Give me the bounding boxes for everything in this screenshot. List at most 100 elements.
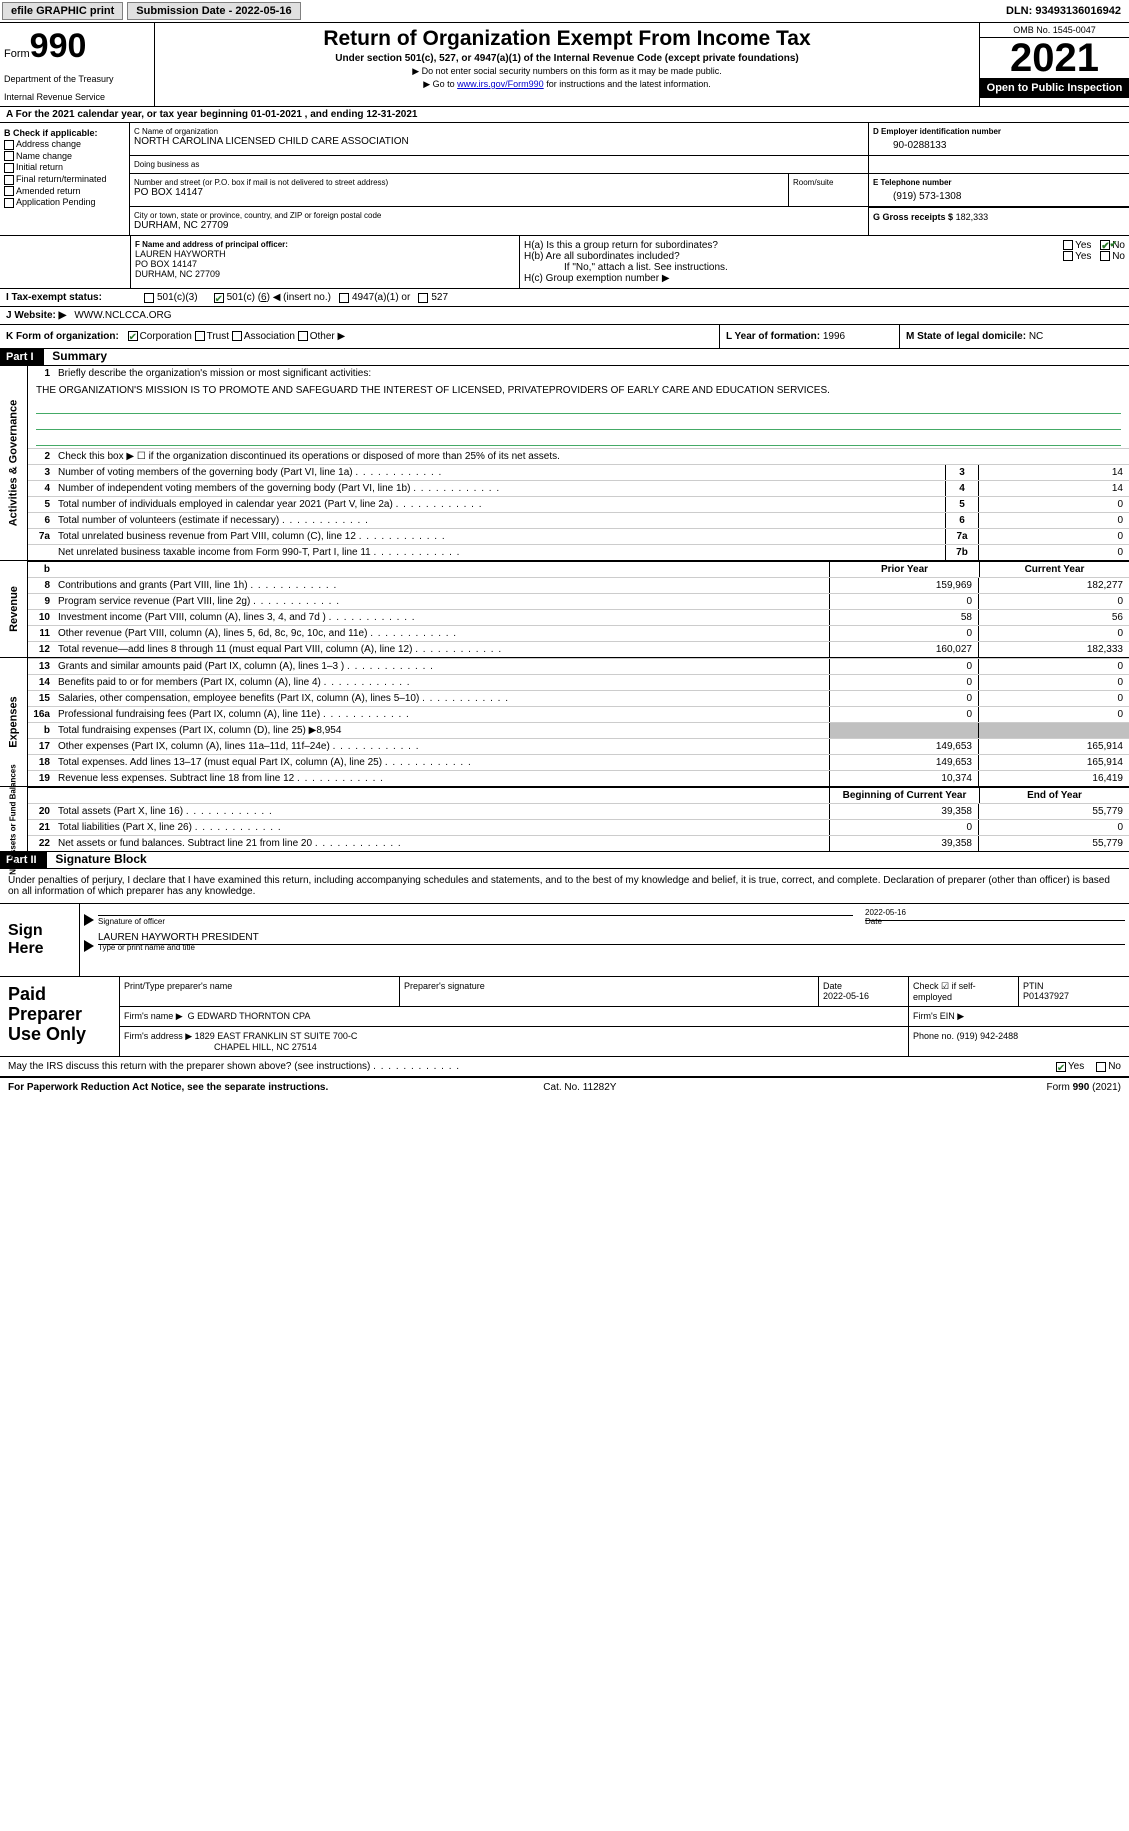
h-a-no[interactable]: ✔ [1100,240,1110,250]
website-value: WWW.NCLCCA.ORG [74,310,171,321]
opt-other: Other ▶ [310,331,345,342]
cb-final-return[interactable]: Final return/terminated [4,174,125,185]
cat-no: Cat. No. 11282Y [543,1082,616,1093]
cb-501c3[interactable] [144,293,154,303]
cb-assoc[interactable] [232,331,242,341]
summary-line: 21Total liabilities (Part X, line 26) 00 [28,819,1129,835]
paid-preparer-row: Paid Preparer Use Only Print/Type prepar… [0,977,1129,1057]
part-ii-title: Signature Block [55,852,146,866]
summary-line: 4Number of independent voting members of… [28,480,1129,496]
vtab-ag: Activities & Governance [0,366,28,560]
gross-value: 182,333 [956,212,989,222]
efile-print-button[interactable]: efile GRAPHIC print [2,2,123,20]
cb-address-change[interactable]: Address change [4,139,125,150]
pra-notice: For Paperwork Reduction Act Notice, see … [8,1082,328,1093]
discuss-no[interactable] [1096,1062,1106,1072]
rev-col-header: b Prior Year Current Year [28,561,1129,577]
city-value: DURHAM, NC 27709 [134,220,864,231]
box-e-phone: E Telephone number (919) 573-1308 [869,174,1129,206]
mission-rule1 [36,400,1121,414]
form-title: Return of Organization Exempt From Incom… [159,27,975,51]
submission-date-button[interactable]: Submission Date - 2022-05-16 [127,2,300,20]
summary-line: 5Total number of individuals employed in… [28,496,1129,512]
opt-trust: Trust [207,331,229,342]
firm-ein-cell: Firm's EIN ▶ [909,1007,1129,1026]
cb-amended-return[interactable]: Amended return [4,186,125,197]
topbar: efile GRAPHIC print Submission Date - 20… [0,0,1129,23]
header-left: Form990 Department of the Treasury Inter… [0,23,155,106]
h-a-yesno: Yes ✔No [1057,240,1125,251]
expenses-section: Expenses 13Grants and similar amounts pa… [0,658,1129,787]
irs-discuss-label: May the IRS discuss this return with the… [8,1061,1056,1072]
sign-here-row: Sign Here Signature of officer 2022-05-1… [0,904,1129,977]
h-b-no[interactable] [1100,251,1110,261]
box-f: F Name and address of principal officer:… [130,236,520,288]
opt-501c-a: 501(c) ( [227,292,261,303]
tax-year: 2021 [980,38,1129,78]
cb-527[interactable] [418,293,428,303]
sig-date-value: 2022-05-16 [865,908,1125,917]
discuss-yes[interactable]: ✔ [1056,1062,1066,1072]
q1-label: Briefly describe the organization's miss… [54,366,1129,381]
triangle-icon [84,914,94,926]
cb-corp[interactable]: ✔ [128,331,138,341]
form-prefix: Form [4,48,30,60]
officer-label: F Name and address of principal officer: [135,240,515,249]
opt-501c-b: ) ◀ (insert no.) [267,292,331,303]
cb-4947[interactable] [339,293,349,303]
cb-501c[interactable]: ✔ [214,293,224,303]
officer-name: LAUREN HAYWORTH [135,249,515,259]
cb-application-pending[interactable]: Application Pending [4,197,125,208]
org-name: NORTH CAROLINA LICENSED CHILD CARE ASSOC… [134,136,864,147]
opt-assoc: Association [244,331,295,342]
declaration-text: Under penalties of perjury, I declare th… [0,869,1129,904]
pp-date-cell: Date2022-05-16 [819,977,909,1006]
prior-year-label: Prior Year [829,562,979,577]
ein-spacer [869,156,1129,173]
opt-527: 527 [431,292,448,303]
summary-line: Net unrelated business taxable income fr… [28,544,1129,560]
activities-governance-section: Activities & Governance 1Briefly describ… [0,366,1129,561]
goto-pre: ▶ Go to [423,79,457,89]
bcy-label: Beginning of Current Year [829,788,979,803]
row-j: J Website: ▶ WWW.NCLCCA.ORG [0,307,1129,325]
sign-fields: Signature of officer 2022-05-16 Date LAU… [80,904,1129,976]
irs-label: Internal Revenue Service [4,92,150,102]
mission-rule3 [36,432,1121,446]
summary-line: 20Total assets (Part X, line 16) 39,3585… [28,803,1129,819]
cb-other[interactable] [298,331,308,341]
part-ii-badge: Part II [0,852,47,868]
form-note2: ▶ Go to www.irs.gov/Form990 for instruct… [159,79,975,90]
cb-name-change[interactable]: Name change [4,151,125,162]
year-formation-label: L Year of formation: [726,331,820,342]
officer-city: DURHAM, NC 27709 [135,269,515,279]
firm-phone-cell: Phone no. (919) 942-2488 [909,1027,1129,1056]
dba-label: Doing business as [134,160,864,169]
h-b-yes[interactable] [1063,251,1073,261]
pp-check-cell: Check ☑ if self-employed [909,977,1019,1006]
opt-501c3: 501(c)(3) [157,292,198,303]
vtab-rev: Revenue [0,561,28,657]
fg-row: F Name and address of principal officer:… [0,235,1129,289]
signature-block: Under penalties of perjury, I declare th… [0,869,1129,1057]
irs-link[interactable]: www.irs.gov/Form990 [457,79,544,89]
typed-name-line: LAUREN HAYWORTH PRESIDENT Type or print … [98,944,1125,952]
form-org-label: K Form of organization: [6,331,119,342]
summary-line: 11Other revenue (Part VIII, column (A), … [28,625,1129,641]
h-a-yes[interactable] [1063,240,1073,250]
part-i-header: Part I Summary [0,349,1129,366]
summary-line: 13Grants and similar amounts paid (Part … [28,658,1129,674]
dept-treasury: Department of the Treasury [4,74,150,84]
room-suite: Room/suite [788,174,868,206]
h-b-label: H(b) Are all subordinates included? [524,251,1057,262]
box-b: B Check if applicable: Address change Na… [0,123,130,235]
irs-discuss-row: May the IRS discuss this return with the… [0,1057,1129,1078]
sig-date-line: 2022-05-16 Date [865,920,1125,926]
entity-info-block: B Check if applicable: Address change Na… [0,122,1129,235]
box-c-street: Number and street (or P.O. box if mail i… [130,174,788,206]
h-b-note: If "No," attach a list. See instructions… [524,262,1125,273]
cb-initial-return[interactable]: Initial return [4,162,125,173]
cb-trust[interactable] [195,331,205,341]
ein-value: 90-0288133 [873,136,1125,151]
gross-label: G Gross receipts $ [873,212,953,222]
